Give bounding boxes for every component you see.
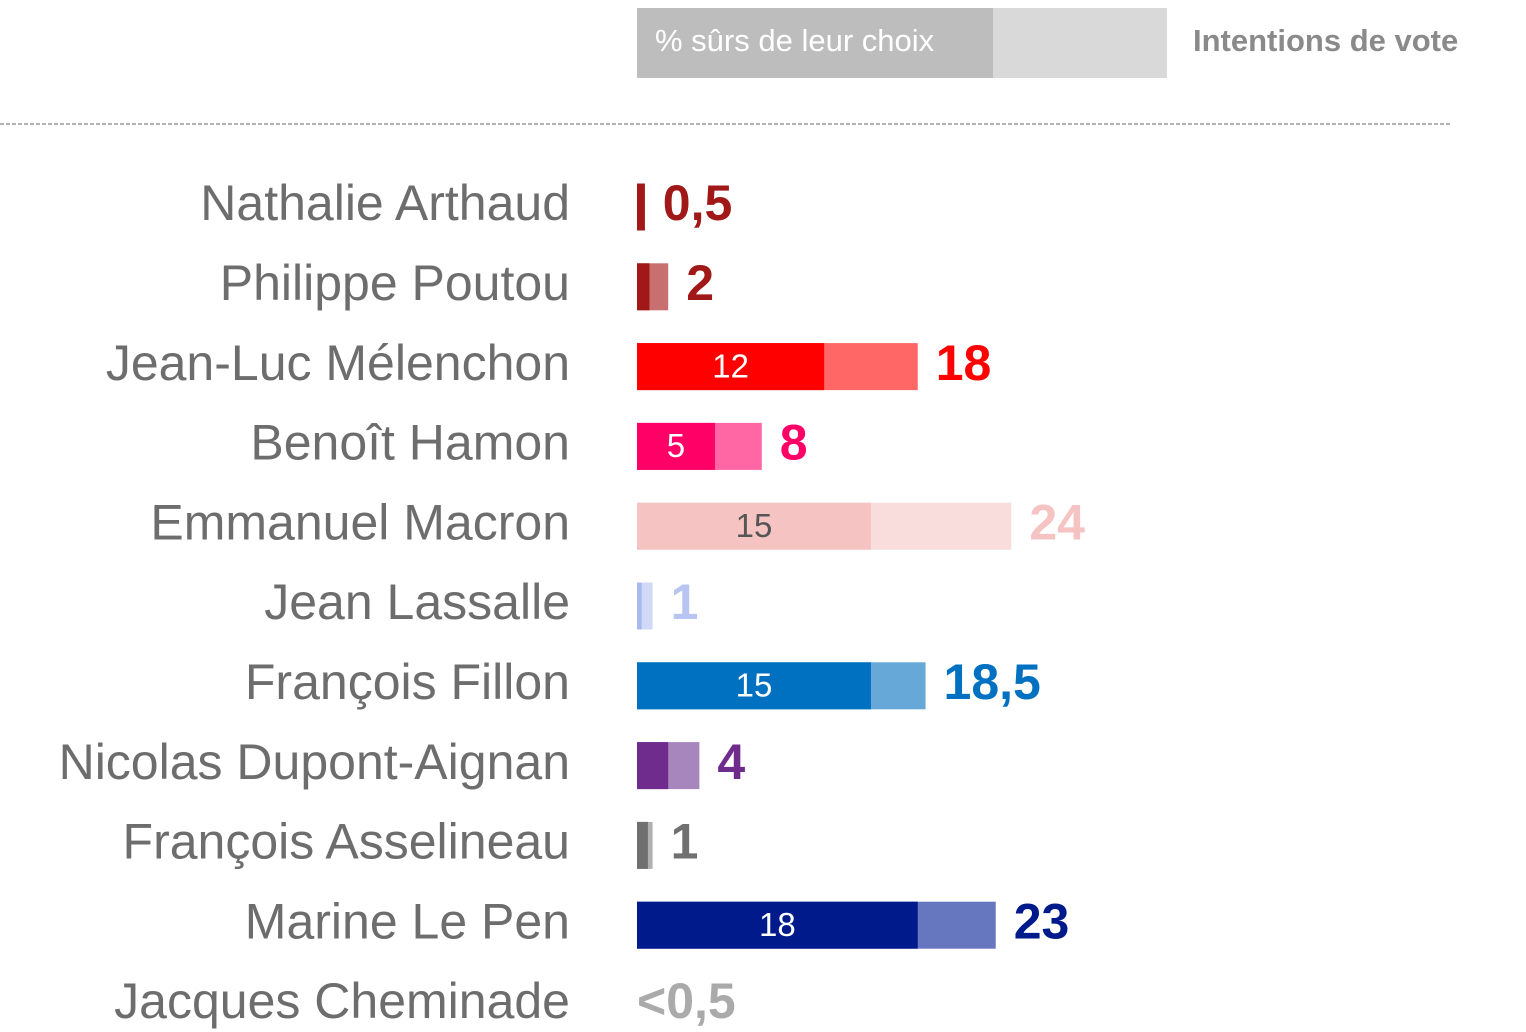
value-label: 2 [686, 255, 714, 311]
bar-inner-label: 15 [736, 667, 773, 704]
bar-sure [637, 821, 648, 869]
category-label: Benoît Hamon [250, 415, 570, 471]
bar-sure [637, 183, 645, 231]
category-label: Philippe Poutou [220, 255, 570, 311]
category-label: Nicolas Dupont-Aignan [59, 734, 570, 790]
bar-sure [637, 901, 918, 949]
category-label: Marine Le Pen [245, 893, 570, 949]
legend-swatch [637, 8, 993, 78]
bar-inner-label: 15 [736, 507, 773, 544]
legend-label: Intentions de vote [1193, 23, 1458, 58]
bar-sure [637, 263, 650, 311]
bar-sure [637, 662, 871, 710]
category-label: Jean-Luc Mélenchon [106, 335, 570, 391]
value-label: 24 [1029, 494, 1085, 550]
bar-sure [637, 422, 715, 470]
bar-inner-label: 12 [712, 347, 749, 384]
category-label: Jacques Cheminade [114, 973, 570, 1029]
bar-sure [637, 502, 871, 550]
category-label: François Fillon [245, 654, 570, 710]
value-label: 4 [717, 734, 745, 790]
value-label: 1 [671, 574, 699, 630]
value-label: <0,5 [637, 973, 736, 1029]
value-label: 23 [1014, 893, 1070, 949]
bar-sure [637, 582, 642, 630]
legend-label: % sûrs de leur choix [655, 23, 935, 58]
value-label: 18 [936, 335, 992, 391]
bar-sure [637, 742, 669, 790]
category-label: François Asselineau [123, 814, 570, 870]
value-label: 1 [671, 814, 699, 870]
bar-sure [637, 343, 825, 391]
value-label: 8 [780, 415, 808, 471]
value-label: 0,5 [663, 175, 733, 231]
bar-inner-label: 18 [759, 906, 796, 943]
category-label: Jean Lassalle [264, 574, 570, 630]
category-label: Nathalie Arthaud [200, 175, 570, 231]
category-label: Emmanuel Macron [150, 494, 570, 550]
value-label: 18,5 [944, 654, 1041, 710]
bar-inner-label: 5 [667, 427, 685, 464]
